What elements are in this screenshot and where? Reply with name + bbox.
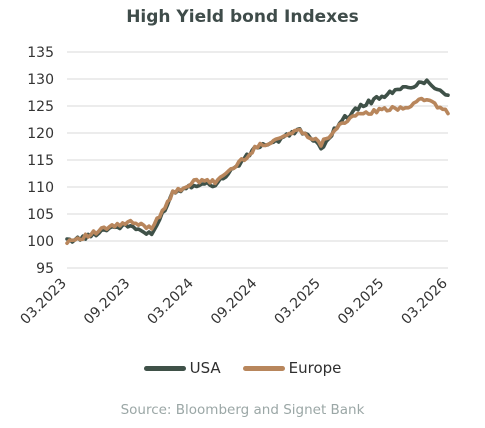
series-line-europe	[65, 96, 450, 245]
y-tick-label: 130	[27, 72, 54, 88]
x-tick-label: 03.2023	[18, 276, 70, 328]
legend-swatch-usa	[143, 365, 186, 371]
y-tick-label: 120	[27, 126, 54, 142]
y-tick-label: 135	[27, 45, 54, 61]
legend: USA Europe	[0, 359, 485, 377]
legend-label-usa: USA	[189, 359, 221, 377]
source-note: Source: Bloomberg and Signet Bank	[120, 402, 365, 418]
y-tick-label: 125	[27, 99, 54, 115]
x-tick-label: 03.2026	[399, 275, 451, 327]
y-tick-label: 95	[36, 261, 54, 277]
x-tick-label: 03.2025	[272, 276, 324, 328]
y-tick-label: 105	[27, 207, 54, 223]
legend-swatch-europe	[242, 365, 285, 371]
series-line-usa	[65, 78, 450, 244]
y-tick-label: 100	[27, 234, 54, 250]
x-tick-label: 03.2024	[145, 275, 197, 327]
legend-item-usa: USA	[143, 359, 221, 377]
x-tick-label: 09.2023	[81, 276, 133, 328]
y-tick-label: 110	[27, 180, 54, 196]
x-tick-label: 09.2024	[208, 275, 260, 327]
y-tick-label: 115	[27, 153, 54, 169]
chart-title: High Yield bond Indexes	[126, 7, 359, 27]
legend-label-europe: Europe	[288, 359, 342, 377]
x-tick-label: 09.2025	[335, 276, 387, 328]
legend-item-europe: Europe	[242, 359, 342, 377]
